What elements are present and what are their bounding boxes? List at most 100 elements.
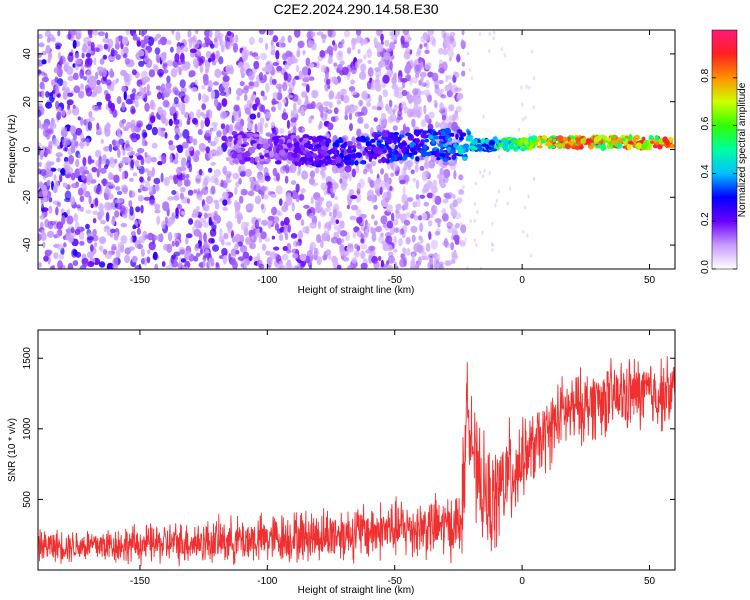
signal-mark <box>354 160 359 166</box>
noise-speck <box>403 219 411 226</box>
noise-speck <box>367 176 371 184</box>
noise-speck <box>451 113 457 122</box>
noise-speck <box>41 59 47 65</box>
noise-speck <box>205 195 214 205</box>
noise-speck <box>41 229 45 236</box>
snr-x-label: Height of straight line (km) <box>298 585 415 596</box>
signal-mark <box>374 135 379 141</box>
noise-speck <box>38 69 42 75</box>
signal-mark <box>517 141 523 147</box>
noise-speck <box>160 172 164 183</box>
noise-speck <box>376 43 384 53</box>
noise-speck <box>300 188 306 194</box>
noise-speck <box>205 50 212 59</box>
noise-speck <box>469 218 472 223</box>
signal-mark <box>253 133 260 137</box>
noise-speck <box>349 215 357 221</box>
noise-speck <box>371 214 375 220</box>
signal-mark <box>259 155 265 160</box>
signal-mark <box>226 142 232 147</box>
noise-speck <box>175 110 179 119</box>
noise-speck <box>257 164 264 172</box>
signal-mark <box>667 136 673 142</box>
noise-speck <box>277 228 283 234</box>
noise-speck <box>63 147 68 152</box>
noise-speck <box>254 55 261 60</box>
noise-speck <box>53 67 60 74</box>
noise-speck <box>234 243 239 249</box>
signal-mark <box>307 157 312 162</box>
noise-speck <box>234 202 239 209</box>
noise-speck <box>275 50 280 60</box>
noise-speck <box>238 177 242 185</box>
noise-speck <box>379 186 383 196</box>
noise-speck <box>244 168 252 178</box>
noise-speck <box>464 237 467 242</box>
noise-speck <box>113 174 120 184</box>
signal-mark <box>405 148 410 154</box>
noise-speck <box>177 262 182 269</box>
noise-speck <box>291 202 295 212</box>
noise-speck <box>415 108 423 118</box>
noise-speck <box>438 47 444 55</box>
noise-speck <box>108 193 114 200</box>
noise-speck <box>412 177 416 183</box>
noise-speck <box>141 30 148 35</box>
noise-speck <box>59 174 63 183</box>
noise-speck <box>40 71 46 76</box>
noise-speck <box>252 103 258 111</box>
noise-speck <box>473 218 476 223</box>
signal-mark <box>302 137 310 142</box>
noise-speck <box>326 109 333 114</box>
noise-speck <box>314 167 320 174</box>
noise-speck <box>419 194 426 199</box>
noise-speck <box>99 58 105 65</box>
noise-speck <box>108 143 113 153</box>
noise-speck <box>117 148 121 158</box>
noise-speck <box>275 172 280 182</box>
noise-speck <box>406 247 411 256</box>
noise-speck <box>239 234 245 244</box>
y-tick-label: 1500 <box>22 347 33 370</box>
noise-speck <box>287 34 292 44</box>
noise-speck <box>193 154 200 163</box>
noise-speck <box>187 189 194 196</box>
noise-speck <box>346 204 350 210</box>
noise-speck <box>61 137 69 147</box>
colorbar-tick-label: 0.4 <box>700 164 711 178</box>
noise-speck <box>348 172 352 182</box>
noise-speck <box>155 85 161 91</box>
noise-speck <box>114 158 118 164</box>
noise-speck <box>444 193 452 200</box>
noise-speck <box>363 38 368 45</box>
signal-mark <box>413 144 421 151</box>
noise-speck <box>431 72 439 82</box>
noise-speck <box>167 196 174 201</box>
noise-speck <box>271 106 276 112</box>
signal-mark <box>237 139 243 145</box>
noise-speck <box>122 53 128 59</box>
noise-speck <box>154 184 160 192</box>
noise-speck <box>67 234 75 244</box>
noise-speck <box>237 241 243 247</box>
noise-speck <box>412 201 418 208</box>
noise-speck <box>261 243 267 251</box>
noise-speck <box>362 168 368 175</box>
noise-speck <box>442 160 449 166</box>
noise-speck <box>105 158 110 167</box>
noise-speck <box>56 93 61 98</box>
noise-speck <box>197 129 203 136</box>
noise-speck <box>373 179 381 190</box>
noise-speck <box>179 249 185 255</box>
signal-mark <box>346 141 354 146</box>
noise-speck <box>370 180 374 188</box>
noise-speck <box>395 203 402 211</box>
noise-speck <box>320 182 328 191</box>
noise-speck <box>218 56 224 65</box>
noise-speck <box>80 132 84 141</box>
noise-speck <box>319 120 323 129</box>
signal-mark <box>632 136 636 144</box>
noise-speck <box>124 58 131 65</box>
noise-speck <box>297 40 305 49</box>
noise-speck <box>326 45 334 55</box>
